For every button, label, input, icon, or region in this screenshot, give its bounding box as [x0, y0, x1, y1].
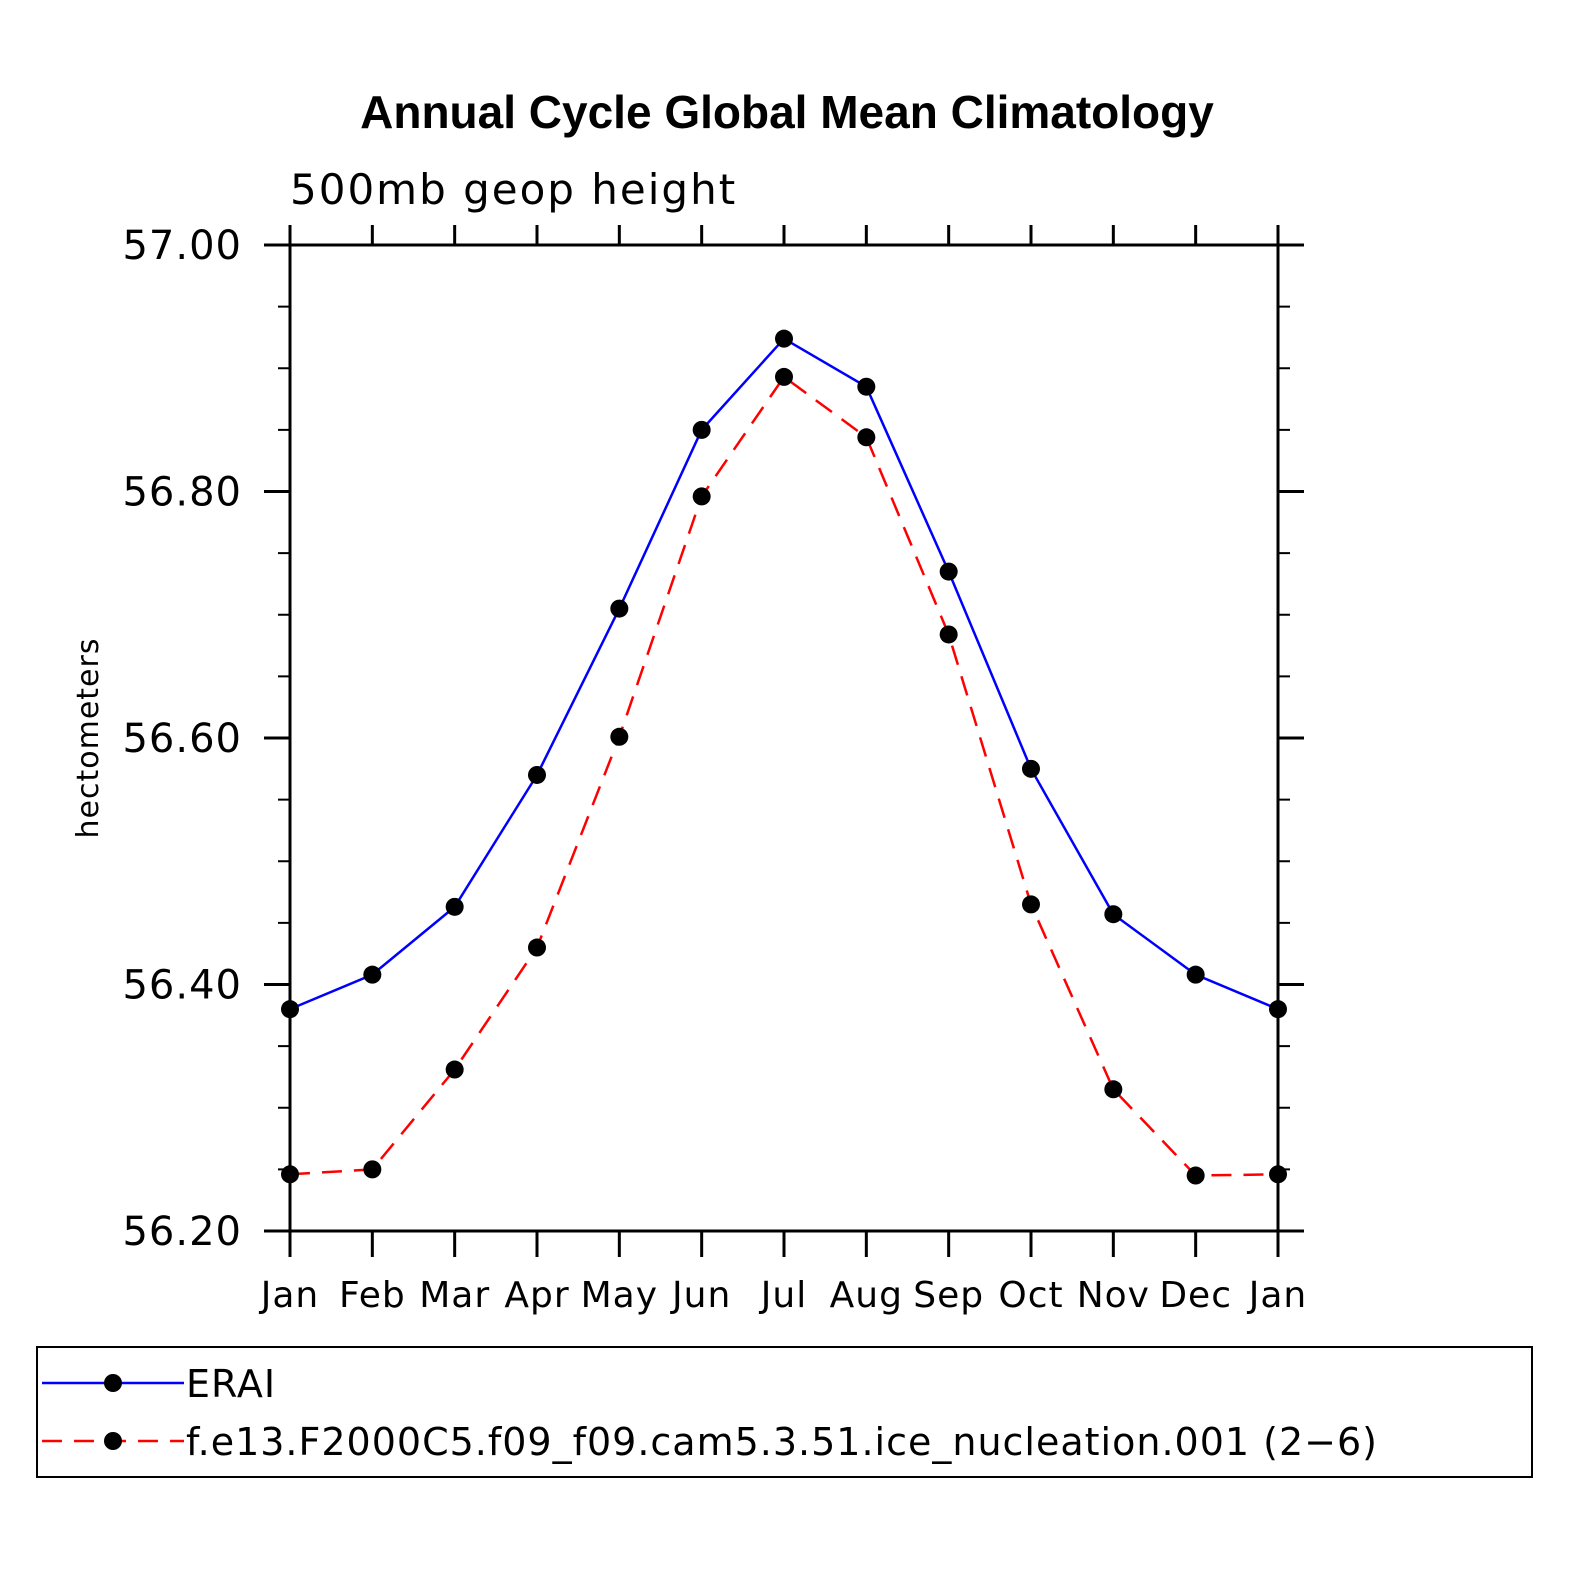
series-point-1	[281, 1165, 299, 1184]
series-point-1	[775, 367, 793, 386]
series-point-1	[692, 487, 711, 506]
series-point-1	[1022, 895, 1040, 914]
y-tick-label: 56.40	[122, 963, 242, 1009]
x-tick-label: May	[581, 1275, 658, 1316]
series-point-0	[939, 562, 958, 581]
x-tick-label: Jun	[670, 1275, 731, 1316]
y-tick-label: 56.80	[122, 470, 242, 516]
x-tick-label: Aug	[830, 1275, 903, 1316]
series-point-0	[610, 599, 629, 618]
y-tick-label: 57.00	[122, 223, 242, 269]
legend-marker-1	[104, 1432, 122, 1450]
series-line-1	[289, 375, 1279, 1177]
legend-label-1: f.e13.F2000C5.f09_f09.cam5.3.51.ice_nucl…	[186, 1420, 1378, 1464]
x-tick-label: Mar	[419, 1275, 490, 1316]
x-tick-label: Oct	[998, 1275, 1063, 1316]
series-point-1	[1186, 1166, 1205, 1185]
x-tick-label: Jan	[259, 1275, 320, 1316]
series-line-0	[289, 337, 1279, 1011]
x-tick-label: Apr	[504, 1275, 569, 1316]
legend-marker-0	[104, 1374, 122, 1392]
series-point-0	[775, 329, 793, 348]
x-tick-label: Dec	[1159, 1275, 1232, 1316]
series-point-0	[1186, 965, 1205, 984]
y-axis-label: hectometers	[71, 638, 106, 839]
x-tick-label: Jul	[759, 1275, 807, 1316]
series-point-1	[939, 625, 958, 644]
series-point-1	[445, 1060, 464, 1079]
chart-title: Annual Cycle Global Mean Climatology	[360, 86, 1214, 138]
x-tick-label: Nov	[1077, 1275, 1150, 1316]
series-point-0	[692, 420, 711, 439]
series-layer	[281, 329, 1287, 1185]
series-point-0	[857, 377, 876, 396]
x-tick-label: Jan	[1247, 1275, 1308, 1316]
series-point-1	[1104, 1080, 1123, 1099]
plot-area	[288, 243, 1280, 1233]
series-point-0	[445, 897, 464, 916]
series-point-0	[281, 1000, 299, 1019]
y-tick-label: 56.20	[122, 1209, 242, 1255]
legend: ERAI f.e13.F2000C5.f09_f09.cam5.3.51.ice_…	[42, 1362, 1378, 1464]
legend-label-0: ERAI	[186, 1362, 276, 1406]
series-point-1	[857, 428, 876, 447]
series-point-1	[528, 938, 546, 957]
series-point-0	[1104, 905, 1123, 924]
chart-subtitle: 500mb geop height	[290, 165, 737, 214]
y-tick-label: 56.60	[122, 716, 242, 762]
series-point-0	[1022, 759, 1040, 778]
series-point-0	[528, 765, 546, 784]
legend-box	[36, 1346, 1533, 1478]
series-point-0	[363, 965, 382, 984]
series-point-1	[610, 727, 629, 746]
axes: Jan Feb Mar Apr May Jun Jul Aug Sep Oct Nov Dec Jan 5…	[122, 223, 1308, 1316]
x-tick-label: Sep	[913, 1275, 984, 1316]
series-point-1	[1269, 1165, 1287, 1184]
x-tick-label: Feb	[339, 1275, 406, 1316]
series-point-0	[1269, 1000, 1287, 1019]
series-point-1	[363, 1160, 382, 1179]
